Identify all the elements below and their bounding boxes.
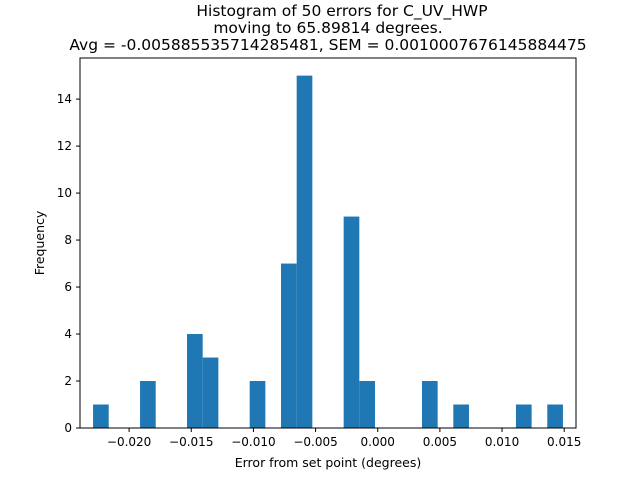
y-tick-label-6: 12	[57, 139, 72, 153]
histogram-bar-9	[421, 381, 438, 428]
y-axis-ticks: 0 2 4 6 8 10 12 14	[57, 92, 80, 435]
x-tick-label-7: 0.015	[547, 435, 581, 449]
histogram-bar-10	[453, 404, 469, 428]
chart-title-line-2: moving to 65.89814 degrees.	[213, 19, 442, 37]
y-tick-label-3: 6	[64, 280, 72, 294]
y-axis-label: Frequency	[32, 210, 47, 275]
x-tick-label-5: 0.005	[423, 435, 457, 449]
chart-title-line-1: Histogram of 50 errors for C_UV_HWP	[196, 2, 487, 21]
histogram-bar-7	[343, 216, 360, 428]
histogram-bars	[93, 75, 563, 428]
histogram-bar-4	[249, 381, 266, 428]
x-axis-label: Error from set point (degrees)	[235, 455, 422, 470]
x-tick-label-3: −0.005	[293, 435, 337, 449]
histogram-bar-1	[140, 381, 156, 428]
histogram-bar-0	[93, 404, 109, 428]
y-tick-label-2: 4	[64, 327, 72, 341]
x-tick-label-2: −0.010	[231, 435, 275, 449]
histogram-bar-3	[202, 357, 219, 428]
y-tick-label-0: 0	[64, 421, 72, 435]
x-tick-label-0: −0.020	[107, 435, 151, 449]
x-tick-label-4: 0.000	[361, 435, 395, 449]
histogram-bar-8	[359, 381, 375, 428]
x-axis-ticks: −0.020 −0.015 −0.010 −0.005 0.000 0.005 0.010 0…	[107, 428, 581, 449]
histogram-bar-12	[547, 404, 563, 428]
chart-title-line-3: Avg = -0.005885535714285481, SEM = 0.001…	[69, 36, 586, 54]
y-tick-label-1: 2	[64, 374, 72, 388]
histogram-bar-11	[515, 404, 532, 428]
y-tick-label-7: 14	[57, 92, 72, 106]
y-tick-label-5: 10	[57, 186, 72, 200]
y-tick-label-4: 8	[64, 233, 72, 247]
x-tick-label-1: −0.015	[169, 435, 213, 449]
x-tick-label-6: 0.010	[485, 435, 519, 449]
plot-frame	[79, 57, 577, 429]
histogram-bar-2	[187, 334, 203, 428]
histogram-bar-5	[281, 263, 297, 428]
histogram-bar-6	[296, 75, 313, 428]
